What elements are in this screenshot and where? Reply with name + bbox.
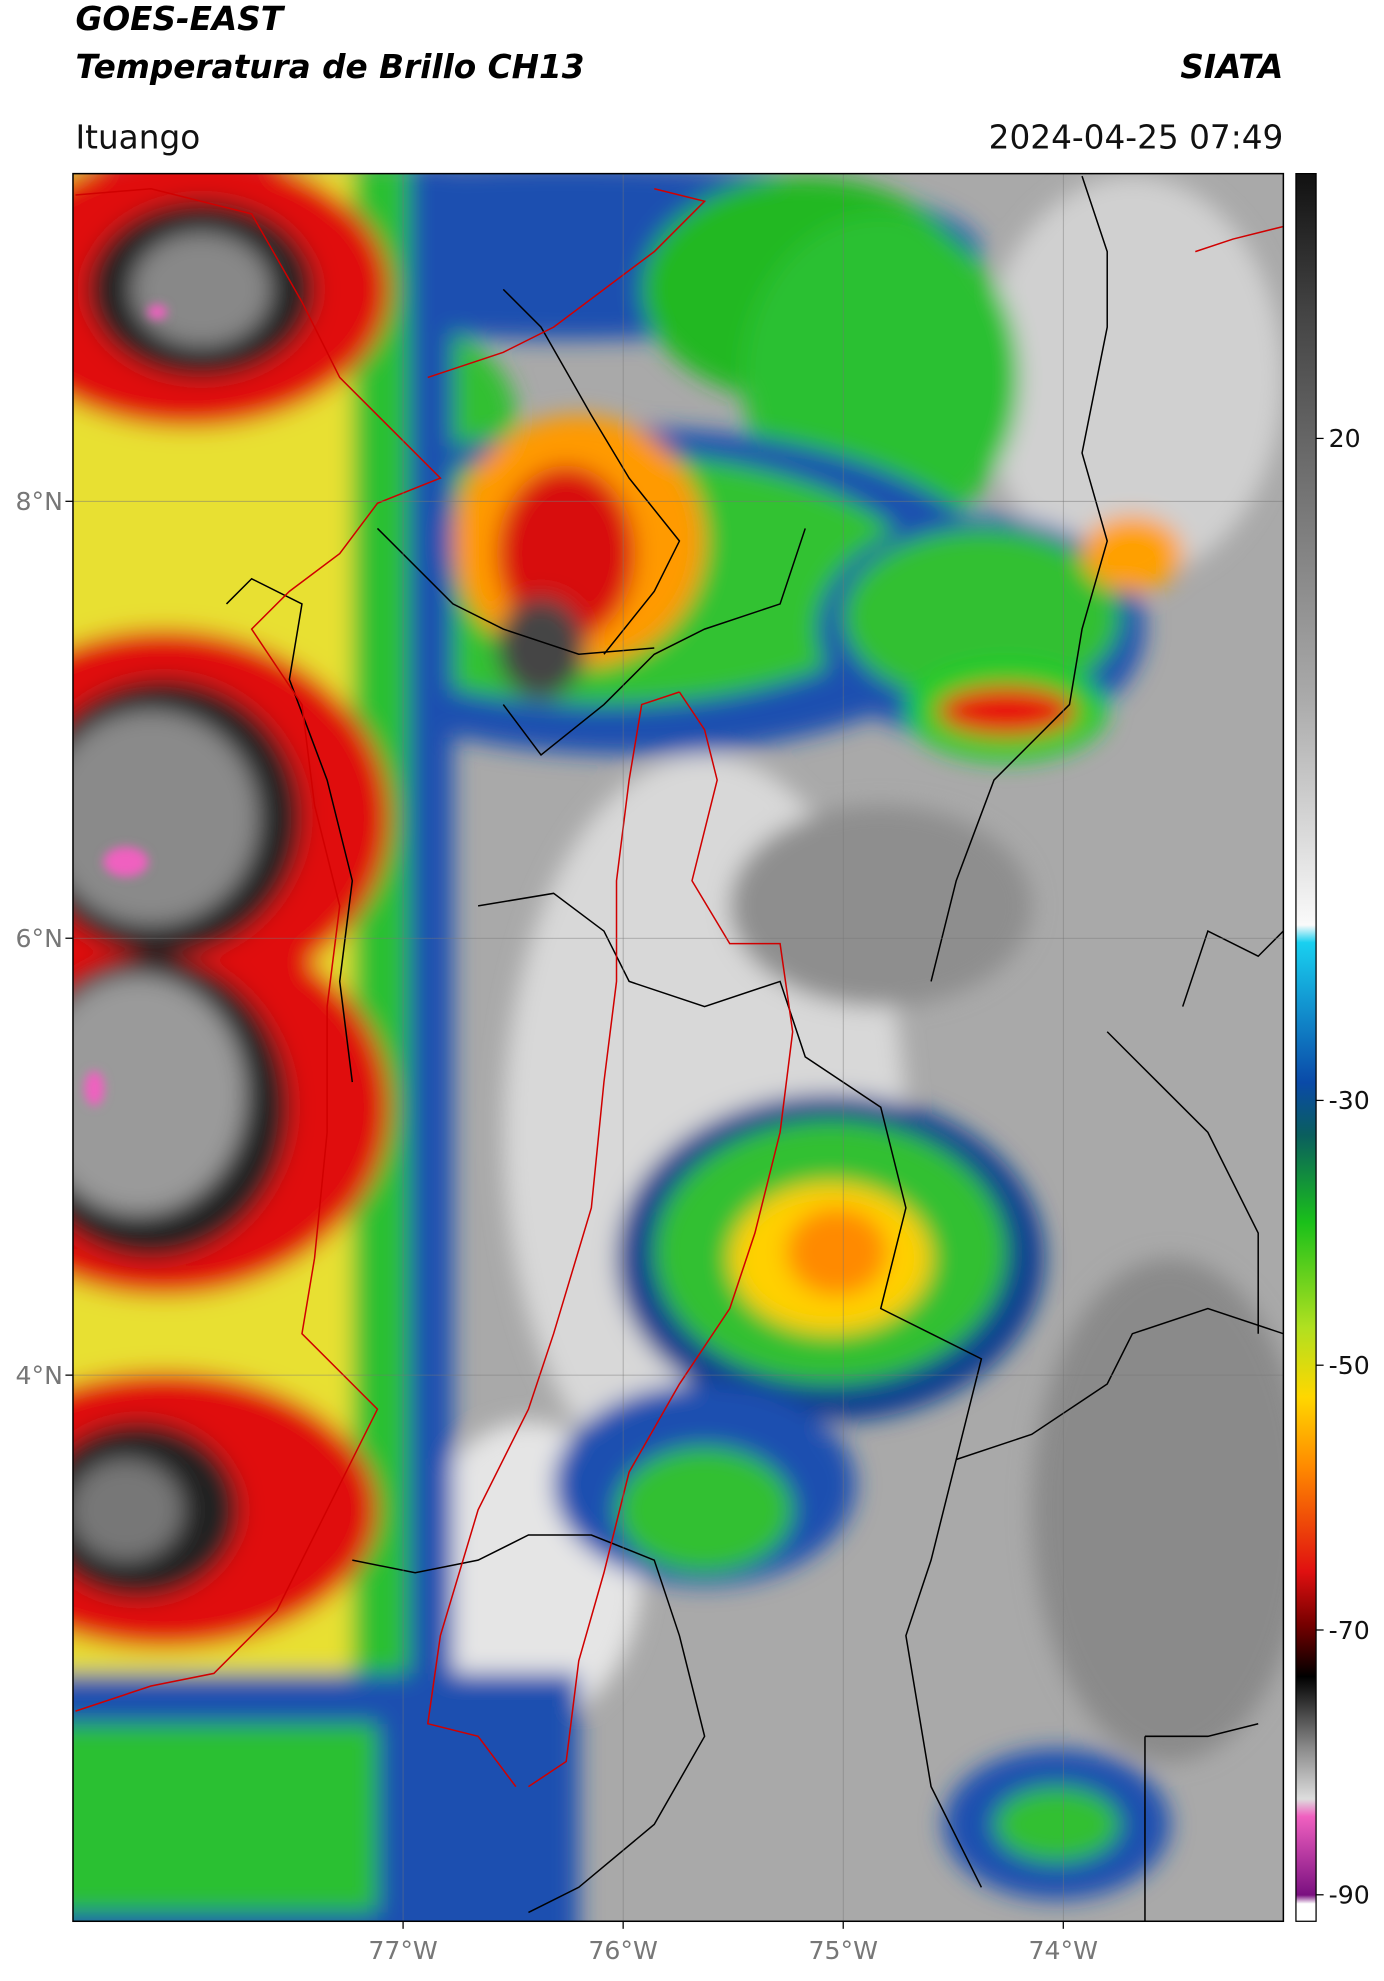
department-borders [75,187,1284,1788]
x-tick-label: 75°W [808,1936,878,1965]
colorbar-tick-label: 20 [1329,424,1361,453]
colorbar-tick-label: -50 [1329,1351,1370,1380]
x-tick-label: 74°W [1029,1936,1099,1965]
datetime: 2024-04-25 07:49 [989,118,1284,156]
colorbar [1295,173,1317,1922]
y-tick-label: 6°N [16,924,63,953]
y-tick-label: 8°N [16,487,63,516]
colorbar-tick-label: -30 [1329,1086,1370,1115]
title-line2: Temperatura de Brillo CH13 [75,48,584,86]
x-tick-label: 76°W [588,1936,658,1965]
colorbar-tick-label: -70 [1329,1616,1370,1645]
satellite-image [72,173,1284,1922]
colorbar-tick-label: -90 [1329,1881,1370,1910]
graticule [72,173,1284,1922]
admin-borders [225,175,1284,1922]
axes: 77°W 76°W 75°W 74°W 8°N 6°N 4°N 20 -30 -50 -70 -90 [16,424,1370,1965]
x-tick-label: 77°W [368,1936,438,1965]
location: Ituango [75,118,200,156]
map-frame [72,172,1285,1923]
title-line1: GOES-EAST [75,0,285,38]
y-tick-label: 4°N [16,1361,63,1390]
source: SIATA [1180,48,1283,86]
